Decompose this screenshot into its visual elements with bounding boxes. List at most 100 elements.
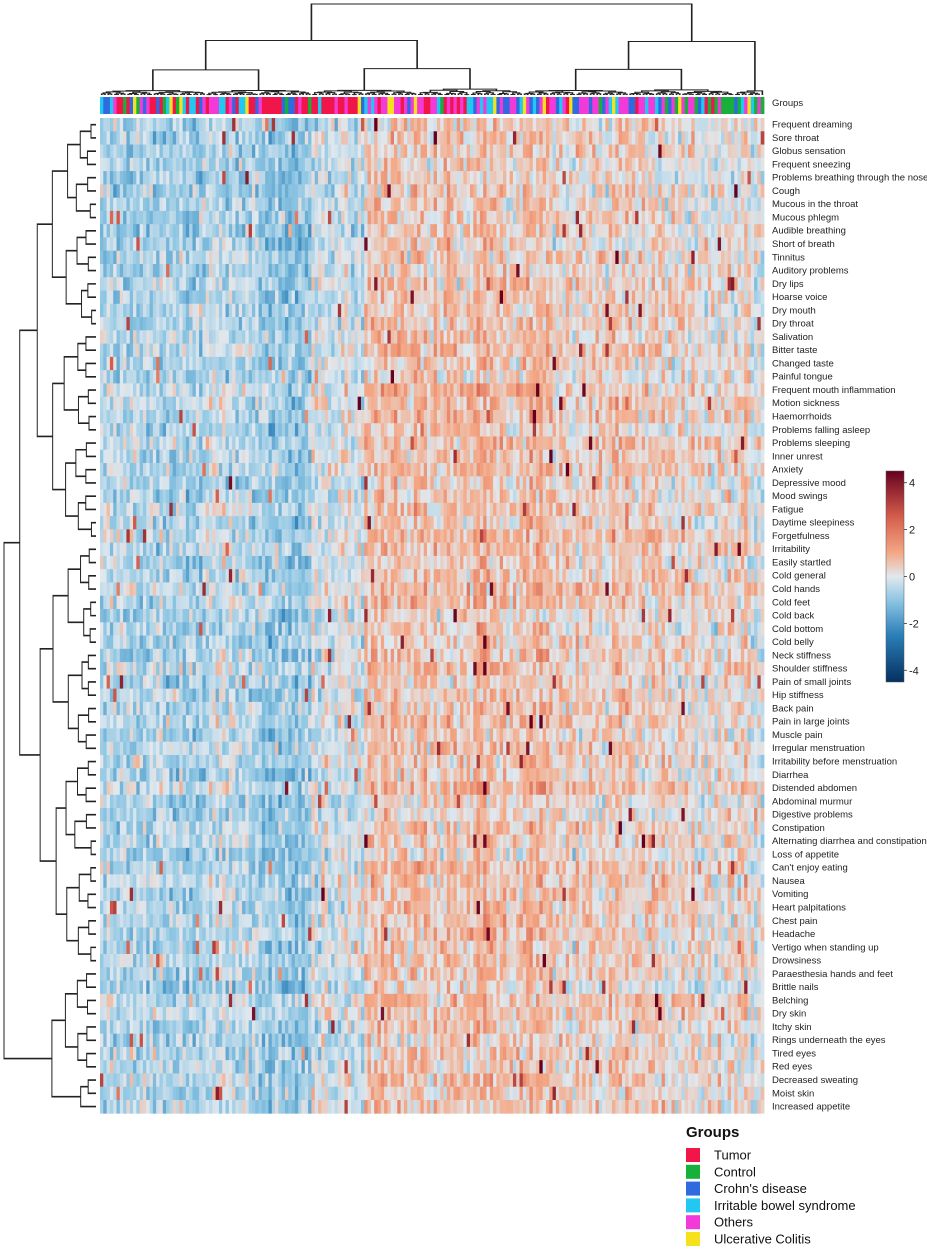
row-dendrogram-link xyxy=(87,654,96,670)
heatmap-cell xyxy=(215,940,220,955)
heatmap-cell xyxy=(149,436,154,451)
heatmap-cell xyxy=(189,184,193,199)
column-dendrogram-link xyxy=(627,40,756,91)
heatmap-cell xyxy=(106,940,111,955)
column-dendrogram-link xyxy=(721,93,727,95)
heatmap-cell xyxy=(275,662,279,676)
heatmap-cell xyxy=(228,1086,233,1101)
heatmap-cell xyxy=(119,383,124,398)
heatmap-cell xyxy=(251,900,256,915)
row-dendrogram-link xyxy=(90,123,96,139)
heatmap-cell xyxy=(109,967,114,981)
heatmap-cell xyxy=(100,662,104,676)
heatmap-cell xyxy=(133,383,137,398)
heatmap-cell xyxy=(129,277,134,291)
heatmap-cell xyxy=(129,396,134,411)
heatmap-cell xyxy=(156,900,160,915)
heatmap-cell xyxy=(261,1020,266,1035)
heatmap-cell xyxy=(235,1086,240,1101)
heatmap-cell xyxy=(149,131,154,145)
heatmap-cell xyxy=(238,595,243,610)
heatmap-cell xyxy=(212,967,217,981)
heatmap-cell xyxy=(136,436,141,451)
heatmap-cell xyxy=(258,449,263,464)
group-annotation-cell xyxy=(516,97,520,114)
heatmap-cell xyxy=(255,502,259,517)
heatmap-cell xyxy=(139,449,144,464)
heatmap-cell xyxy=(189,157,193,172)
heatmap-cell xyxy=(242,688,246,703)
heatmap-cell xyxy=(285,529,289,544)
heatmap-cell xyxy=(129,383,134,398)
group-annotation-cell xyxy=(232,97,236,114)
heatmap-cell xyxy=(106,1099,111,1114)
heatmap-cell xyxy=(242,768,246,782)
heatmap-cell xyxy=(169,701,174,716)
group-annotation-cell xyxy=(532,97,537,114)
heatmap-cell xyxy=(261,701,266,716)
heatmap-cell xyxy=(142,821,147,835)
heatmap-cell xyxy=(235,622,240,636)
heatmap-cell xyxy=(225,967,230,981)
heatmap-cell xyxy=(228,728,233,743)
heatmap-cell xyxy=(129,423,134,437)
heatmap-cell xyxy=(242,118,246,132)
heatmap-cell xyxy=(235,330,240,344)
heatmap-cell xyxy=(185,502,190,517)
heatmap-cell xyxy=(199,463,203,477)
column-dendrogram-link xyxy=(132,91,148,94)
heatmap-cell xyxy=(103,595,107,610)
heatmap-cell xyxy=(251,608,256,623)
heatmap-cell xyxy=(202,197,207,212)
column-dendrogram-link xyxy=(431,93,437,95)
heatmap-cell xyxy=(261,861,266,875)
column-dendrogram-link xyxy=(583,93,589,95)
heatmap-cell xyxy=(179,409,183,424)
heatmap-cell xyxy=(156,1073,160,1088)
heatmap-cell xyxy=(133,595,137,610)
heatmap-cell xyxy=(271,754,276,769)
heatmap-cell xyxy=(103,662,107,676)
heatmap-cell xyxy=(281,861,286,875)
heatmap-cell xyxy=(100,635,104,650)
heatmap-cell xyxy=(129,954,134,968)
heatmap-cell xyxy=(215,1099,220,1114)
heatmap-cell xyxy=(179,701,183,716)
heatmap-cell xyxy=(265,330,269,344)
heatmap-cell xyxy=(199,210,203,225)
heatmap-cell xyxy=(169,1020,174,1035)
column-dendrogram-link xyxy=(662,93,668,95)
heatmap-cell xyxy=(179,383,183,398)
heatmap-cell xyxy=(205,489,210,504)
heatmap-cell xyxy=(139,330,144,344)
heatmap-cell xyxy=(235,635,240,650)
heatmap-cell xyxy=(166,1046,170,1061)
heatmap-cell xyxy=(142,993,147,1008)
heatmap-cell xyxy=(285,847,289,862)
column-dendrogram-link xyxy=(279,93,285,95)
heatmap-cell xyxy=(172,171,177,185)
heatmap-cell xyxy=(285,861,289,875)
heatmap-cell xyxy=(222,927,226,942)
heatmap-cell xyxy=(182,808,187,822)
heatmap-cell xyxy=(109,529,114,544)
heatmap-cell xyxy=(235,741,240,756)
heatmap-cell xyxy=(248,516,253,530)
heatmap-cell xyxy=(235,542,240,557)
heatmap-cell xyxy=(288,555,292,570)
heatmap-cell xyxy=(133,768,137,782)
heatmap-cell xyxy=(129,1099,134,1114)
heatmap-cell xyxy=(271,635,276,650)
heatmap-cell xyxy=(149,370,154,384)
heatmap-cell xyxy=(281,728,286,743)
heatmap-cell xyxy=(119,993,124,1008)
group-annotation-cell xyxy=(433,97,438,114)
heatmap-cell xyxy=(109,277,114,291)
group-annotation-cell xyxy=(331,97,335,114)
group-annotation-cell xyxy=(684,97,689,114)
heatmap-cell xyxy=(185,356,190,371)
heatmap-cell xyxy=(179,449,183,464)
heatmap-cell xyxy=(278,688,283,703)
heatmap-cell xyxy=(271,914,276,928)
heatmap-cell xyxy=(109,927,114,942)
